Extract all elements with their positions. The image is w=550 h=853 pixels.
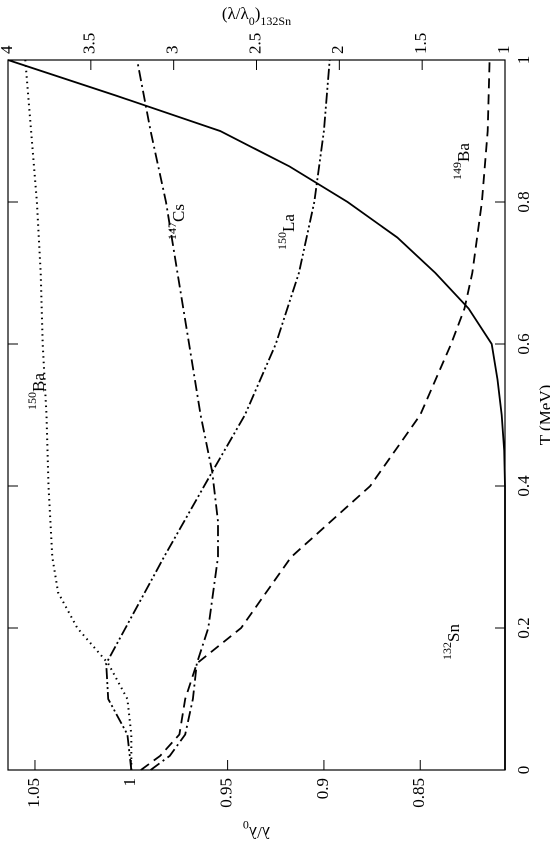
y2-tick-label: 1 <box>494 46 513 55</box>
x-tick-label: 1 <box>514 56 533 65</box>
x-tick-label: 0.8 <box>514 191 533 212</box>
y-tick-label: 0.95 <box>217 778 236 808</box>
plot-frame <box>7 59 506 771</box>
y-axis-label: λ/λ0 <box>243 818 270 842</box>
annotation-mass: 149 <box>450 162 464 180</box>
y2-axis-label-part: (λ/λ <box>222 4 250 23</box>
x-tick-label: 0 <box>514 766 533 775</box>
y2-axis-label-part: Sn <box>278 14 291 28</box>
series-line <box>24 59 133 770</box>
annotation: 150Ba <box>25 373 48 410</box>
annotation: 147Cs <box>165 204 188 240</box>
annotation: 132Sn <box>440 624 463 660</box>
x-tick-label: 0.6 <box>514 333 533 354</box>
annotation-element: Sn <box>444 624 463 642</box>
y-tick-label: 1 <box>120 778 139 787</box>
y2-tick-label: 4 <box>0 45 16 54</box>
annotation-element: Ba <box>29 373 48 392</box>
series-line <box>105 59 331 771</box>
y2-axis-label-part: 132 <box>260 14 278 28</box>
y-axis-label-part: λ/λ <box>248 823 270 842</box>
y2-tick-label: 3 <box>163 46 182 55</box>
annotation-mass: 132 <box>440 642 454 660</box>
annotation-mass: 147 <box>165 222 179 240</box>
y2-tick-label: 2.5 <box>245 33 264 54</box>
y-tick-label: 0.85 <box>409 778 428 808</box>
annotation-element: Ba <box>454 143 473 162</box>
annotation-element: Cs <box>169 204 188 222</box>
annotation: 149Ba <box>450 143 473 180</box>
y-axis-label-part: 0 <box>243 818 249 832</box>
y2-axis-label: (λ/λ0)132Sn <box>222 4 291 28</box>
x-tick-label: 0.4 <box>514 475 533 497</box>
y-tick-label: 0.9 <box>313 778 332 799</box>
annotation: 150La <box>275 214 298 250</box>
rotated-plot: 0 0.2 0.4 0.6 0.8 1 0.85 0.9 0.95 1 1.05 1 1.5 2 2.5 3 3… <box>0 4 550 842</box>
series-line <box>7 59 506 770</box>
y2-tick-label: 1.5 <box>411 33 430 54</box>
series-line <box>136 59 219 771</box>
annotation-mass: 150 <box>25 392 39 410</box>
y2-axis-label-part: ) <box>255 4 261 23</box>
y2-tick-label: 3.5 <box>80 33 99 54</box>
y-tick-label: 1.05 <box>24 778 43 808</box>
y2-tick-label: 2 <box>328 46 347 55</box>
annotation-element: La <box>279 214 298 232</box>
y2-axis-label-part: 0 <box>249 14 255 28</box>
x-axis-label: T (MeV) <box>536 385 550 446</box>
series-line <box>140 59 491 771</box>
x-tick-label: 0.2 <box>514 617 533 638</box>
annotation-mass: 150 <box>275 232 289 250</box>
